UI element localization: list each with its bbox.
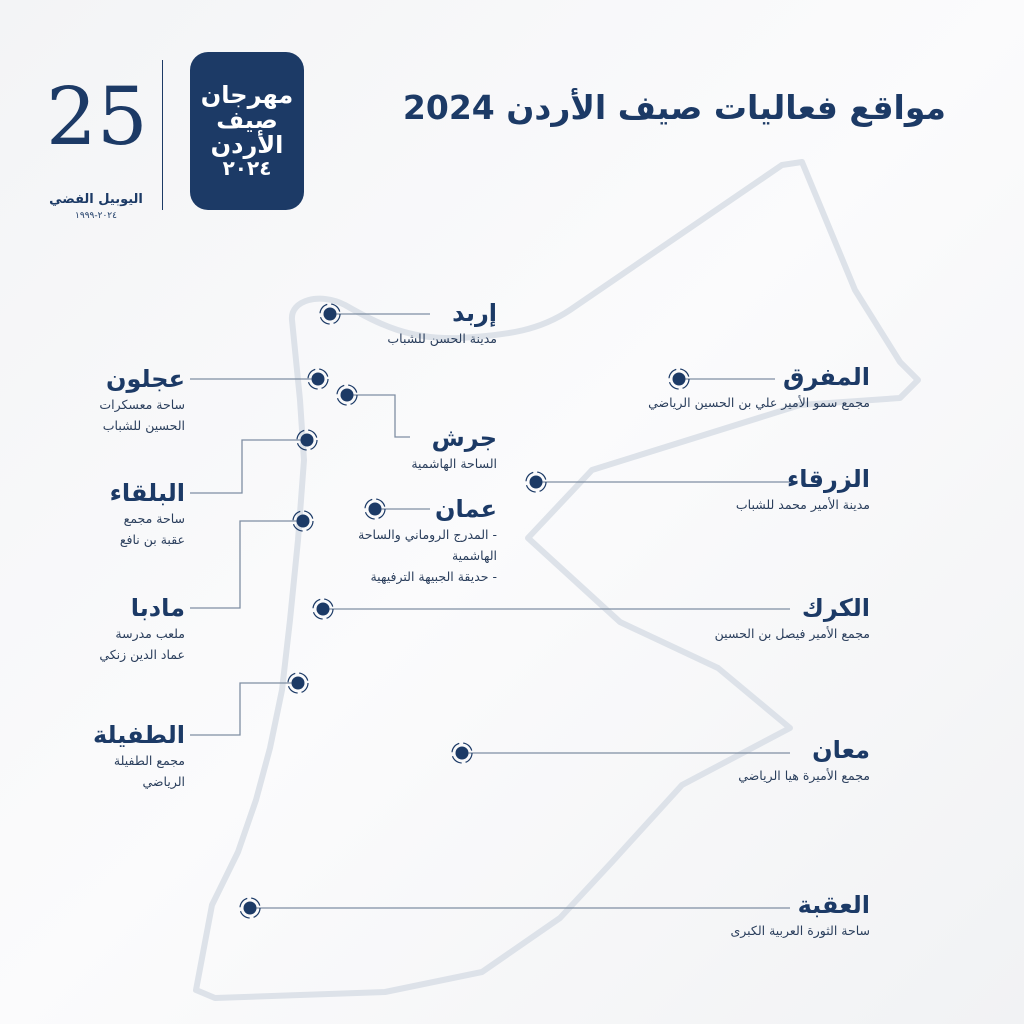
venue: الحسين للشباب (102, 418, 185, 433)
location-marker-ring (287, 672, 309, 694)
venue-list: ساحة الثورة العربية الكبرى (730, 920, 870, 941)
location-marker-ring (319, 303, 341, 325)
venue: ملعب مدرسة (115, 626, 185, 641)
governorate-name: الكرك (801, 594, 870, 622)
venue: ساحة معسكرات (99, 397, 185, 412)
location-marker[interactable] (300, 433, 314, 447)
venue-list: ساحة مجمع عقبة بن نافع (110, 508, 185, 550)
festival-line: ٢٠٢٤ (222, 156, 272, 181)
location-marker-ring (336, 384, 358, 406)
governorate-name: مادبا (130, 594, 185, 622)
venue: الرياضي (142, 774, 186, 789)
festival-line: مهرجان (200, 80, 294, 109)
venue-list: ساحة معسكرات الحسين للشباب (99, 394, 185, 436)
venue: ساحة مجمع (123, 511, 185, 526)
venue: مدينة الأمير محمد للشباب (735, 497, 870, 512)
location-label: المفرق مجمع سمو الأمير علي بن الحسين الري… (648, 362, 870, 413)
jubilee-years: ٢٠٢٤-١٩٩٩ (75, 211, 117, 221)
location-label: إربد مدينة الحسن للشباب (387, 298, 497, 349)
venue-list: مدينة الحسن للشباب (387, 328, 497, 349)
location-marker-ring (239, 897, 261, 919)
location-marker-ring (292, 510, 314, 532)
location-marker[interactable] (323, 307, 337, 321)
connector-line (190, 439, 307, 494)
location-label: الكرك مجمع الأمير فيصل بن الحسين (715, 593, 870, 644)
location-marker[interactable] (340, 388, 354, 402)
connector-line (190, 520, 303, 609)
venue: عقبة بن نافع (119, 532, 185, 547)
location-label: جرش الساحة الهاشمية (411, 423, 497, 474)
location-marker[interactable] (455, 746, 469, 760)
governorate-name: إربد (452, 299, 497, 327)
location-marker[interactable] (291, 676, 305, 690)
venue-list: الساحة الهاشمية (411, 453, 497, 474)
jubilee-name: اليوبيل الفضي (49, 192, 143, 207)
venue: ساحة الثورة العربية الكبرى (730, 923, 870, 938)
page-title: مواقع فعاليات صيف الأردن 2024 (402, 88, 946, 127)
location-marker[interactable] (368, 502, 382, 516)
governorate-name: البلقاء (109, 479, 185, 507)
jubilee-mark: 25 (46, 70, 148, 163)
venue: مجمع سمو الأمير علي بن الحسين الرياضي (648, 395, 870, 410)
location-marker-ring (668, 368, 690, 390)
festival-line: الأردن (210, 131, 284, 160)
location-marker-ring (307, 368, 329, 390)
jordan-summer-festival-logo: مهرجان صيف الأردن ٢٠٢٤ (190, 52, 304, 210)
jordan-outline (193, 159, 921, 1001)
venue-list: مجمع سمو الأمير علي بن الحسين الرياضي (648, 392, 870, 413)
venue: مجمع الطفيلة (113, 753, 185, 768)
governorate-name: الطفيلة (92, 721, 185, 749)
location-marker[interactable] (296, 514, 310, 528)
silver-jubilee-logo: 25 اليوبيل الفضي ٢٠٢٤-١٩٩٩ (46, 42, 148, 221)
location-marker-ring (451, 742, 473, 764)
venue-list: مجمع الطفيلة الرياضي (93, 750, 185, 792)
governorate-name: العقبة (797, 891, 870, 919)
venue-list: مدينة الأمير محمد للشباب (736, 494, 870, 515)
location-label: عجلون ساحة معسكرات الحسين للشباب (99, 364, 185, 436)
location-marker-ring (364, 498, 386, 520)
venue: مجمع الأميرة هيا الرياضي (738, 768, 870, 783)
location-marker[interactable] (316, 602, 330, 616)
governorate-name: المفرق (783, 363, 870, 391)
venue: - حديقة الجبيهة الترفيهية (370, 569, 497, 584)
logo-divider (162, 60, 163, 210)
governorate-name: الزرقاء (787, 465, 870, 493)
venue: الهاشمية (451, 548, 497, 563)
location-marker-ring (525, 471, 547, 493)
location-marker-ring (312, 598, 334, 620)
location-marker[interactable] (311, 372, 325, 386)
venue: - المدرج الروماني والساحة (358, 527, 497, 542)
location-marker[interactable] (529, 475, 543, 489)
location-label: عمان - المدرج الروماني والساحة الهاشمية - ح… (358, 494, 497, 587)
governorate-name: عمان (435, 495, 497, 523)
governorate-name: جرش (431, 424, 497, 452)
festival-line: صيف (216, 105, 278, 134)
venue-list: مجمع الأمير فيصل بن الحسين (715, 623, 870, 644)
venue-list: مجمع الأميرة هيا الرياضي (738, 765, 870, 786)
venue: عماد الدين زنكي (99, 647, 185, 662)
location-label: الزرقاء مدينة الأمير محمد للشباب (736, 464, 870, 515)
location-label: الطفيلة مجمع الطفيلة الرياضي (93, 720, 185, 792)
venue: مدينة الحسن للشباب (387, 331, 497, 346)
connector-line (347, 394, 410, 438)
location-label: البلقاء ساحة مجمع عقبة بن نافع (110, 478, 185, 550)
location-label: مادبا ملعب مدرسة عماد الدين زنكي (99, 593, 185, 665)
location-label: معان مجمع الأميرة هيا الرياضي (738, 735, 870, 786)
location-label: العقبة ساحة الثورة العربية الكبرى (730, 890, 870, 941)
venue-list: ملعب مدرسة عماد الدين زنكي (99, 623, 185, 665)
venue: مجمع الأمير فيصل بن الحسين (714, 626, 870, 641)
connector-line (190, 682, 298, 736)
governorate-name: عجلون (105, 365, 185, 393)
venue: الساحة الهاشمية (411, 456, 497, 471)
governorate-name: معان (812, 736, 870, 764)
location-marker[interactable] (672, 372, 686, 386)
location-marker-ring (296, 429, 318, 451)
venue-list: - المدرج الروماني والساحة الهاشمية - حديقة… (358, 524, 497, 587)
location-marker[interactable] (243, 901, 257, 915)
